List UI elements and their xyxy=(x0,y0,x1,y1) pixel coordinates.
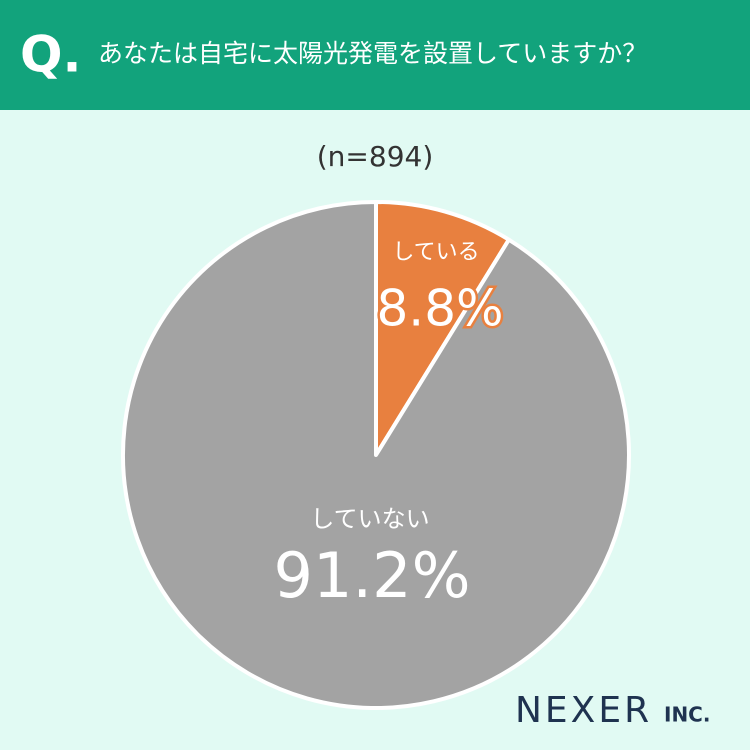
header xyxy=(0,0,750,110)
subtitle: (n=894) xyxy=(317,140,434,173)
pie-slice xyxy=(374,200,511,457)
logo: NEXER xyxy=(515,690,652,731)
pie-slice xyxy=(121,200,631,710)
logo-suffix: INC. xyxy=(664,703,710,727)
question-mark: Q. xyxy=(20,26,82,84)
category-label: している xyxy=(392,240,479,265)
category-label: していない xyxy=(310,505,429,533)
value-label: 8.8% xyxy=(376,280,503,338)
value-label: 91.2% xyxy=(274,539,471,612)
chart-title: あなたは自宅に太陽光発電を設置していますか？ xyxy=(98,39,647,68)
